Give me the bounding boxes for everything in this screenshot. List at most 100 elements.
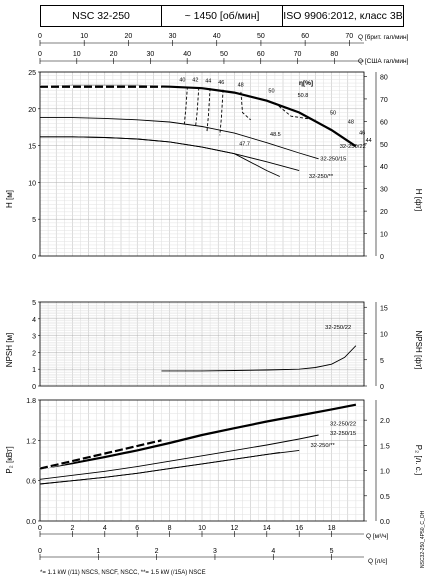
q-m3h-tick-text: 4	[103, 525, 107, 532]
y2-tick-label: 70	[380, 97, 388, 104]
q-m3h-tick-text: 18	[328, 525, 336, 532]
efficiency-isoline	[206, 88, 211, 133]
curve-32-250/22	[39, 434, 319, 480]
y2-tick-label: 50	[380, 142, 388, 149]
curve-32-250/22	[161, 345, 357, 372]
h-series-label: 32-250/**	[309, 174, 334, 180]
y-tick-label: 0.6	[26, 479, 36, 486]
y-tick-label: 3	[32, 334, 36, 341]
y2-tick-label: 0.0	[380, 519, 390, 526]
efficiency-label: 44	[205, 78, 211, 84]
efficiency-label: 47.7	[239, 142, 250, 148]
q-uk-tick-text: 10	[80, 33, 88, 40]
q-us-tick-text: 70	[294, 51, 302, 58]
q-ls-tick-text: 1	[96, 548, 100, 555]
efficiency-label: 50	[330, 111, 336, 117]
q-m3h-tick-text: 16	[295, 525, 303, 532]
y2-tick-label: 20	[380, 209, 388, 216]
y-tick-label: 5	[32, 300, 36, 307]
p-series-label: 32-250/15	[330, 431, 356, 437]
q-us-tick-text: 0	[38, 51, 42, 58]
efficiency-isoline	[183, 86, 188, 126]
q-uk-axis-label: Q [брит. гал/мин]	[358, 33, 409, 41]
curve-32-250/**	[39, 451, 280, 485]
q-ls-tick-text: 5	[330, 548, 334, 555]
q-uk-tick-text: 50	[257, 33, 265, 40]
efficiency-isoline	[195, 87, 200, 128]
panel-frame	[39, 71, 365, 257]
standard-cell: ISO 9906:2012, класс 3В	[282, 5, 404, 27]
q-uk-tick-text: 70	[345, 33, 353, 40]
q-m3h-tick-text: 10	[198, 525, 206, 532]
y-tick-label: 10	[28, 180, 36, 187]
npsh-ft-axis-label: NPSH [фт]	[414, 331, 423, 370]
q-m3h-tick-text: 6	[135, 525, 139, 532]
efficiency-isoline	[274, 102, 316, 121]
y2-tick-label: 1.0	[380, 469, 390, 476]
q-m3h-tick-text: 0	[38, 525, 42, 532]
q-m3h-tick-text: 14	[263, 525, 271, 532]
y2-tick-label: 5	[380, 358, 384, 365]
y-tick-label: 0	[32, 384, 36, 391]
y2-tick-label: 80	[380, 74, 388, 81]
p-kw-axis-label: P₂ [кВт]	[5, 446, 14, 473]
y2-tick-label: 2.0	[380, 418, 390, 425]
q-m3h-tick-text: 2	[70, 525, 74, 532]
y2-tick-label: 10	[380, 332, 388, 339]
h-series-label: 32-250/22	[340, 144, 366, 150]
h-m-axis-label: H [м]	[5, 190, 14, 208]
efficiency-label: 48	[238, 83, 244, 89]
speed-text: ~ 1450 [об/мин]	[184, 10, 260, 22]
q-uk-tick-text: 30	[169, 33, 177, 40]
y2-tick-label: 40	[380, 164, 388, 171]
grid-layer	[39, 71, 365, 522]
p-series-label: 32-250/22	[330, 422, 356, 428]
side-note: NSC32-250_4P50_C_OH	[420, 510, 426, 568]
efficiency-isoline	[240, 91, 251, 121]
y2-tick-label: 10	[380, 232, 388, 239]
curve-32-250/**	[40, 136, 280, 177]
q-m3h-axis-label: Q [м³/ч]	[366, 533, 388, 540]
y-tick-label: 1.8	[26, 398, 36, 405]
curve-base	[39, 403, 357, 470]
p-dash	[39, 439, 162, 470]
q-uk-tick-text: 20	[124, 33, 132, 40]
eta-label: η[%]	[299, 80, 313, 87]
y-tick-label: 25	[28, 70, 36, 77]
efficiency-label: 50.8	[298, 93, 309, 99]
h-ft-axis-label: H [фт]	[414, 189, 423, 212]
q-ls-tick-text: 4	[271, 548, 275, 555]
y-tick-label: 1.2	[26, 438, 36, 445]
y-tick-label: 4	[32, 317, 36, 324]
efficiency-label: 46	[359, 131, 365, 137]
panel-frame	[39, 301, 365, 387]
h-series-label: 32-250/15	[320, 156, 346, 162]
q-ls-axis-label: Q [л/с]	[368, 558, 388, 565]
efficiency-label: 48.5	[270, 132, 281, 138]
y-tick-label: 1	[32, 367, 36, 374]
y2-tick-label: 15	[380, 305, 388, 312]
q-us-tick-text: 60	[257, 51, 265, 58]
efficiency-label: 50	[268, 89, 274, 95]
efficiency-label: 40	[179, 78, 185, 84]
y-tick-label: 0	[32, 254, 36, 261]
curve-32-250/22	[40, 117, 319, 160]
y-tick-label: 15	[28, 144, 36, 151]
efficiency-isoline	[219, 89, 224, 136]
q-us-tick-text: 30	[146, 51, 154, 58]
y2-tick-label: 1.5	[380, 443, 390, 450]
y-tick-label: 0.0	[26, 519, 36, 526]
panel-frame	[39, 399, 365, 522]
q-us-tick-text: 20	[110, 51, 118, 58]
q-us-tick-text: 50	[220, 51, 228, 58]
y2-tick-label: 0.5	[380, 494, 390, 501]
npsh-m-axis-label: NPSH [м]	[5, 333, 14, 367]
q-m3h-tick-text: 8	[168, 525, 172, 532]
y-tick-label: 20	[28, 107, 36, 114]
q-ls-tick-text: 0	[38, 548, 42, 555]
y2-tick-label: 30	[380, 187, 388, 194]
efficiency-label: 48	[348, 120, 354, 126]
q-us-tick-text: 40	[183, 51, 191, 58]
q-uk-tick-text: 0	[38, 33, 42, 40]
